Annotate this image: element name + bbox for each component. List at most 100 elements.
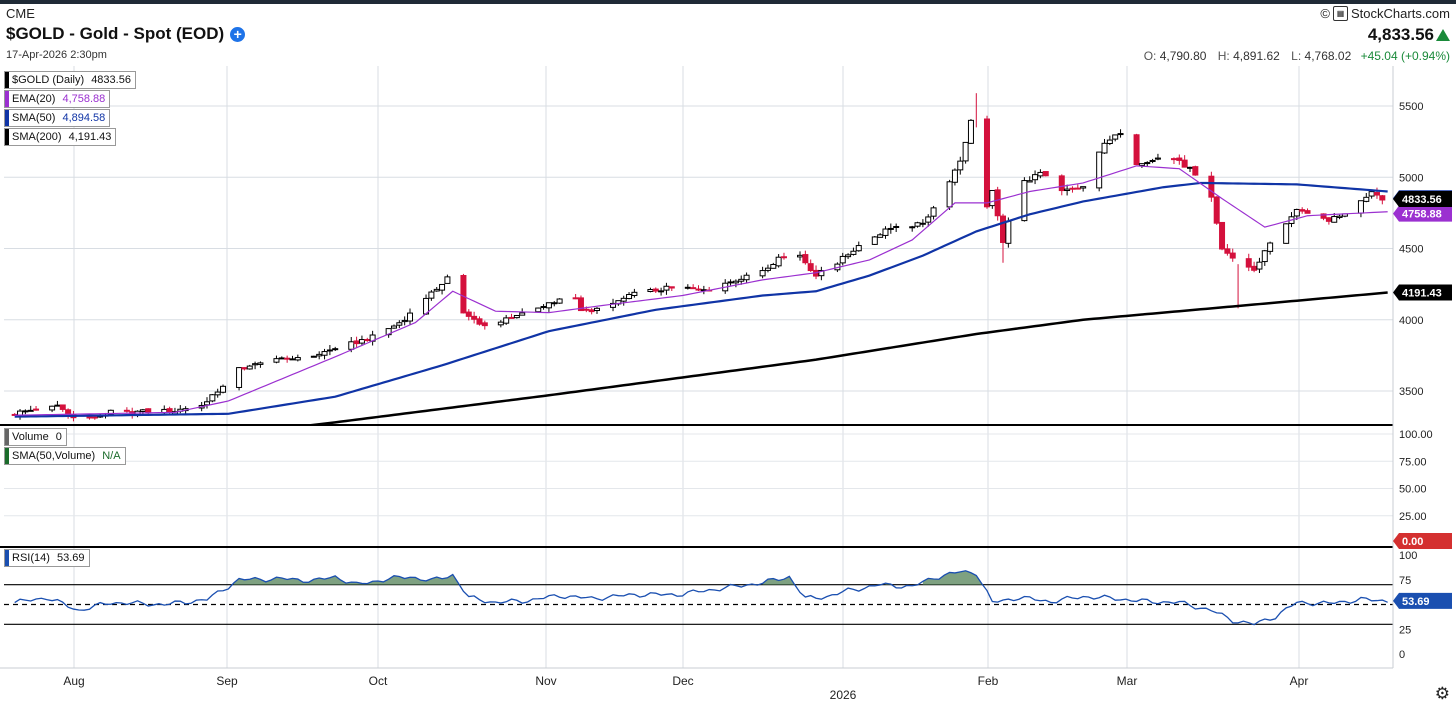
add-plus-icon[interactable]: + <box>230 26 246 42</box>
candle-body <box>855 245 862 252</box>
candle-body <box>967 119 974 144</box>
candle-body <box>914 222 921 227</box>
candle-body <box>252 363 259 366</box>
rsi-tick-label: 0 <box>1399 649 1405 661</box>
legend-volume-sma-value: N/A <box>102 450 121 462</box>
candle-body <box>1299 209 1306 212</box>
chart-title: $GOLD - Gold - Spot (EOD) + <box>6 24 246 44</box>
candle-body <box>1261 250 1268 263</box>
candle-body <box>1224 248 1231 254</box>
candle-body <box>893 225 900 228</box>
legend-sma50[interactable]: SMA(50) 4,894.58 <box>4 109 111 127</box>
candle-body <box>1181 159 1188 168</box>
price-tick-label: 4000 <box>1399 315 1423 327</box>
candle-body <box>818 270 825 277</box>
candle-body <box>273 358 280 363</box>
candle-body <box>593 307 600 312</box>
candle-body <box>1176 157 1183 161</box>
legend-sma200[interactable]: SMA(200) 4,191.43 <box>4 128 117 146</box>
candle-body <box>727 281 734 284</box>
legend-volume-swatch <box>5 429 9 445</box>
x-tick-label: Oct <box>369 674 388 688</box>
candle-body <box>909 226 916 229</box>
ema20-tag-text: 4758.88 <box>1402 209 1442 221</box>
candle-body <box>1267 242 1274 252</box>
candle-body <box>1117 133 1124 136</box>
candle-body <box>91 416 98 419</box>
candle-body <box>551 302 558 305</box>
volume-tick-label: 100.00 <box>1399 429 1433 441</box>
candle-body <box>326 349 333 352</box>
sma200-line <box>301 291 1388 425</box>
legend-volume-label: Volume <box>12 431 49 443</box>
sma200-tag-bg <box>1393 284 1452 301</box>
candle-body <box>513 314 520 319</box>
top-bar <box>0 0 1456 4</box>
legend-rsi[interactable]: RSI(14) 53.69 <box>4 549 90 567</box>
x-tick-label: Sep <box>216 674 238 688</box>
ema20-line <box>14 165 1388 416</box>
legend-ema20[interactable]: EMA(20) 4,758.88 <box>4 90 111 108</box>
candle-body <box>257 362 264 365</box>
candle-body <box>668 286 675 289</box>
candle-body <box>460 275 467 314</box>
candle-body <box>59 404 66 410</box>
candle-body <box>1138 163 1145 166</box>
candle-body <box>284 357 291 360</box>
candle-body <box>1186 166 1193 169</box>
candle-body <box>385 328 392 336</box>
legend-sma50-swatch <box>5 110 9 126</box>
legend-ema20-value: 4,758.88 <box>62 93 106 105</box>
brand[interactable]: © ▦ StockCharts.com <box>1320 6 1450 21</box>
volume-tick-label: 25.00 <box>1399 511 1427 523</box>
rsi-tick-label: 75 <box>1399 575 1411 587</box>
candle-body <box>139 409 146 412</box>
candle-body <box>476 318 483 325</box>
candle-body <box>481 322 488 327</box>
candle-body <box>1331 216 1338 223</box>
candle-body <box>123 409 130 412</box>
x-tick-label: Mar <box>1117 674 1138 688</box>
candle-body <box>1026 180 1033 183</box>
candle-body <box>631 291 638 297</box>
candle-body <box>278 357 285 360</box>
candle-body <box>364 339 371 342</box>
candle-body <box>695 288 702 291</box>
candle-body <box>759 270 766 277</box>
candle-body <box>535 307 542 313</box>
legend-volume-sma-label: SMA(50,Volume) <box>12 450 96 462</box>
candle-body <box>401 319 408 323</box>
legend-volume[interactable]: Volume 0 <box>4 428 67 446</box>
candle-body <box>241 367 248 370</box>
candle-body <box>957 160 964 171</box>
candle-body <box>236 367 243 388</box>
brand-name: StockCharts.com <box>1351 6 1450 21</box>
gear-icon[interactable]: ⚙ <box>1434 684 1450 703</box>
high-label: H: <box>1217 49 1230 63</box>
candle-body <box>658 290 665 293</box>
candle-body <box>1357 200 1364 214</box>
open-value: 4,790.80 <box>1159 49 1207 63</box>
candle-body <box>807 263 814 272</box>
candle-body <box>145 408 152 414</box>
candle-body <box>519 312 526 316</box>
candle-body <box>1133 134 1140 166</box>
volume-tick-label: 75.00 <box>1399 456 1427 468</box>
candle-body <box>22 410 29 413</box>
candle-body <box>930 207 937 217</box>
x-tick-label: Nov <box>535 674 556 688</box>
candle-body <box>1170 158 1177 161</box>
candle-body <box>946 181 953 208</box>
legend-volume-sma[interactable]: SMA(50,Volume) N/A <box>4 447 126 465</box>
candle-body <box>1096 151 1103 189</box>
volume-tag-bg <box>1393 533 1452 549</box>
candle-body <box>1336 215 1343 218</box>
candle-body <box>439 283 446 291</box>
candle-body <box>471 315 478 320</box>
candle-body <box>839 255 846 264</box>
candle-body <box>204 401 211 406</box>
legend-price[interactable]: $GOLD (Daily) 4833.56 <box>4 71 136 89</box>
candle-body <box>1149 159 1156 162</box>
legend-sma50-label: SMA(50) <box>12 112 56 124</box>
